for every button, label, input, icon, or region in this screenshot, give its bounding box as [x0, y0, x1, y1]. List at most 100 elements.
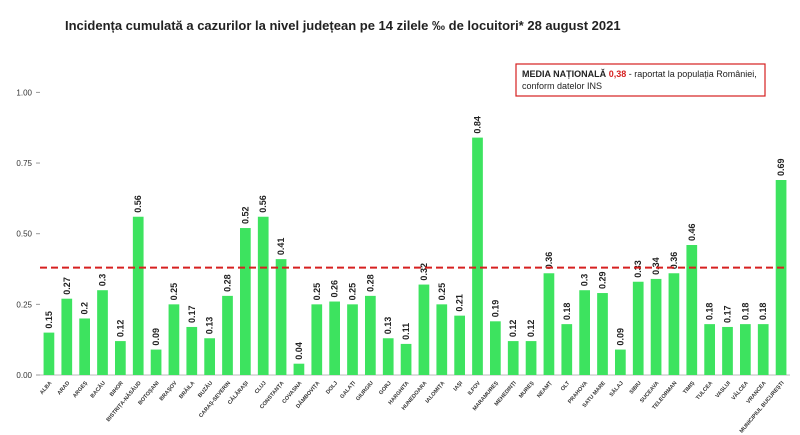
value-label: 0.12 — [526, 320, 536, 338]
x-tick-label: BRAȘOV — [159, 380, 179, 402]
x-tick-label: NEAMȚ — [536, 380, 554, 399]
bar — [275, 259, 287, 375]
x-tick-label: IAȘI — [453, 380, 465, 392]
bar — [186, 326, 198, 375]
bar — [507, 341, 519, 375]
bar — [311, 304, 323, 375]
value-label: 0.27 — [62, 277, 72, 295]
value-label: 0.25 — [348, 283, 358, 301]
x-tick-label: CARAȘ-SEVERIN — [198, 380, 232, 419]
x-tick-label: GORJ — [378, 380, 393, 396]
x-tick-label: OLT — [560, 380, 572, 392]
y-tick-label: 0.50 — [16, 230, 32, 239]
bar — [472, 137, 483, 375]
value-label: 0.28 — [365, 274, 375, 292]
x-tick-label: BISTRIȚA-NĂSĂUD — [105, 380, 143, 423]
value-label: 0.25 — [169, 283, 179, 301]
value-label: 0.26 — [330, 280, 340, 298]
value-label: 0.33 — [633, 260, 643, 278]
bar — [293, 363, 305, 375]
value-label: 0.69 — [776, 158, 786, 176]
value-label: 0.36 — [544, 252, 554, 270]
x-tick-label: BRĂILA — [178, 380, 197, 400]
value-label: 0.18 — [705, 303, 715, 321]
value-label: 0.11 — [401, 323, 411, 340]
x-tick-label: ARAD — [57, 380, 72, 396]
value-label: 0.12 — [508, 320, 518, 338]
value-label: 0.3 — [98, 274, 108, 287]
x-tick-label: ILFOV — [467, 380, 482, 397]
bar — [115, 341, 126, 375]
chart-title: Incidența cumulată a cazurilor la nivel … — [65, 18, 621, 33]
bar — [490, 321, 501, 375]
bar — [61, 298, 73, 375]
annotation: MEDIA NAȚIONALĂ 0,38 - raportat la popul… — [522, 69, 757, 79]
value-label: 0.56 — [133, 195, 143, 213]
value-label: 0.13 — [383, 317, 393, 335]
bar — [668, 273, 680, 375]
value-label: 0.13 — [205, 317, 215, 335]
value-label: 0.17 — [187, 305, 197, 323]
bar — [775, 180, 787, 375]
bar — [150, 349, 162, 375]
x-tick-label: SIBIU — [629, 380, 643, 395]
annotation-text: - raportat la populația României, — [629, 69, 757, 79]
x-tick-label: GIURGIU — [355, 380, 375, 402]
value-label: 0.25 — [312, 283, 322, 301]
x-tick-label: SĂLAJ — [608, 380, 625, 398]
bar — [43, 332, 55, 375]
x-tick-label: DOLJ — [325, 380, 339, 395]
value-label: 0.18 — [562, 303, 572, 321]
bar — [650, 278, 662, 375]
x-tick-label: BIHOR — [109, 380, 125, 397]
bar — [132, 216, 144, 375]
bar — [543, 273, 555, 375]
value-label: 0.29 — [598, 272, 608, 290]
value-label: 0.09 — [615, 328, 625, 346]
x-tick-label: BUZĂU — [196, 380, 214, 399]
y-tick-label: 0.25 — [16, 300, 32, 309]
bar — [686, 245, 698, 375]
x-tick-label: TULCEA — [695, 380, 714, 401]
x-tick-label: TIMIȘ — [682, 380, 696, 395]
x-tick-label: GALAȚI — [339, 380, 357, 400]
y-tick-label: 0.75 — [16, 159, 32, 168]
value-label: 0.3 — [580, 274, 590, 287]
bar — [400, 343, 412, 375]
value-label: 0.28 — [223, 274, 233, 292]
x-tick-label: VASLUI — [715, 380, 733, 399]
value-label: 0.17 — [723, 305, 733, 323]
value-label: 0.12 — [115, 320, 125, 338]
value-label: 0.04 — [294, 342, 304, 360]
bar — [597, 293, 608, 375]
value-label: 0.32 — [419, 263, 429, 281]
bar — [97, 290, 108, 375]
annotation-value: 0,38 — [609, 69, 627, 79]
bar — [579, 290, 590, 375]
bar — [525, 341, 537, 375]
y-tick-label: 0.00 — [16, 371, 32, 380]
bar — [222, 295, 233, 375]
value-label: 0.18 — [740, 303, 750, 321]
bar — [168, 304, 180, 375]
bar — [704, 324, 715, 375]
bar — [365, 295, 376, 375]
value-label: 0.2 — [80, 302, 90, 315]
value-label: 0.84 — [473, 116, 483, 134]
value-label: 0.52 — [240, 207, 250, 225]
value-label: 0.41 — [276, 238, 286, 256]
bar — [204, 338, 215, 375]
x-tick-label: ARGEȘ — [72, 380, 89, 399]
y-tick-label: 1.00 — [16, 88, 32, 97]
x-tick-label: ALBA — [39, 380, 53, 396]
value-label: 0.25 — [437, 283, 447, 301]
bar — [740, 324, 751, 375]
bar — [240, 228, 251, 375]
bar — [632, 281, 644, 375]
x-tick-label: MUREȘ — [518, 380, 536, 399]
bar — [329, 301, 340, 375]
value-label: 0.46 — [687, 223, 697, 241]
annotation-box — [515, 63, 766, 97]
annotation-text: conform datelor INS — [522, 81, 602, 91]
